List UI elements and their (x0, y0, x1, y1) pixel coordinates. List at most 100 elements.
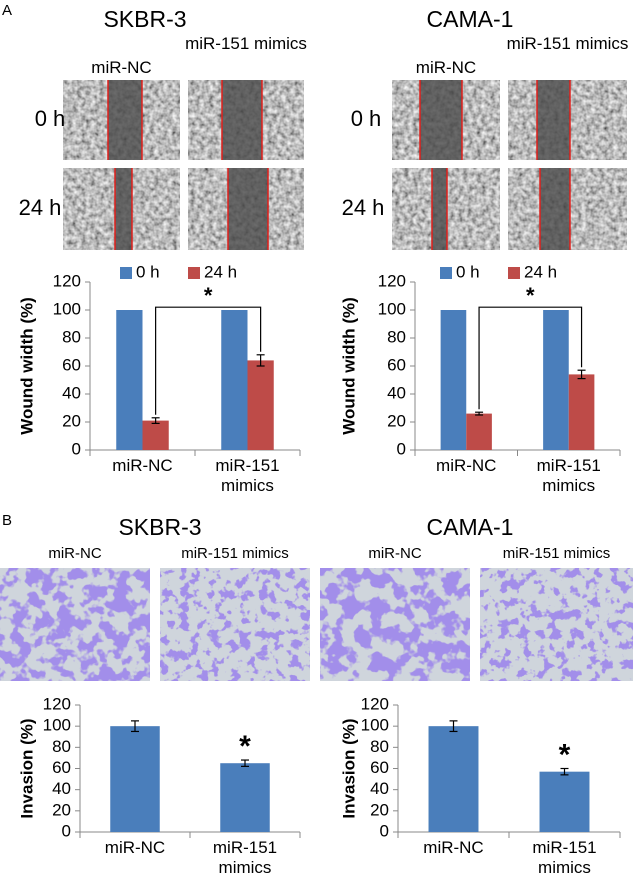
x-tick-label: miR-NC (112, 456, 173, 475)
column-label: miR-151 mimics (185, 34, 307, 53)
y-tick-label: 100 (53, 299, 81, 318)
wound-area (228, 168, 268, 250)
column-label: miR-151 mimics (502, 545, 611, 562)
panel-label: B (2, 512, 13, 529)
error-bar (560, 767, 569, 776)
y-tick-label: 80 (370, 737, 389, 756)
wound-area (108, 80, 142, 160)
row-label: 24 h (341, 195, 385, 220)
y-axis-label: Wound width (%) (339, 297, 358, 435)
y-tick-label: 80 (52, 737, 71, 756)
column-label: miR-151 mimics (506, 34, 629, 53)
panel-label: A (2, 2, 13, 19)
x-tick-label: miR-NC (423, 838, 484, 857)
legend-label: 0 h (136, 262, 160, 281)
bar (539, 771, 590, 832)
stained-cells (160, 568, 310, 681)
y-tick-label: 80 (387, 327, 406, 346)
y-tick-label: 120 (43, 694, 71, 713)
y-tick-label: 20 (52, 800, 71, 819)
x-tick-label: miR-NC (104, 838, 166, 857)
bar (221, 310, 248, 450)
wound-area (540, 168, 570, 250)
wound-area (115, 168, 132, 250)
stained-cells (480, 568, 633, 681)
y-tick-label: 40 (62, 383, 81, 402)
bar (440, 310, 467, 450)
bar (543, 310, 569, 450)
row-label: 24 h (18, 195, 62, 220)
significance-bracket (478, 306, 583, 410)
y-tick-label: 60 (370, 758, 389, 777)
significance-mark: * (559, 738, 571, 771)
y-axis-label: Invasion (%) (17, 718, 36, 818)
significance-mark: * (204, 283, 213, 308)
legend-label: 24 h (524, 262, 557, 281)
y-tick-label: 40 (387, 383, 406, 402)
stained-cells (320, 568, 470, 681)
micrographs (0, 80, 633, 681)
y-axis-label: Wound width (%) (17, 297, 36, 435)
y-tick-label: 0 (62, 821, 71, 840)
bar (247, 360, 274, 450)
row-label: 0 h (350, 106, 382, 131)
y-tick-label: 120 (378, 271, 406, 290)
y-tick-label: 120 (361, 694, 389, 713)
bar (116, 310, 143, 450)
wound-area (420, 80, 462, 160)
significance-mark: * (526, 283, 535, 308)
wound-area (222, 80, 262, 160)
x-tick-label: miR-151 mimics (532, 838, 597, 878)
y-tick-label: 100 (378, 299, 406, 318)
error-bar (151, 417, 160, 424)
bar (568, 374, 595, 450)
y-tick-label: 20 (387, 411, 406, 430)
bar (466, 413, 492, 450)
group-title: SKBR-3 (103, 6, 187, 32)
y-tick-label: 40 (370, 779, 389, 798)
wound-area (432, 168, 447, 250)
legend-swatch (188, 267, 200, 279)
significance-bracket (155, 306, 262, 415)
bar (428, 726, 479, 832)
y-tick-label: 20 (370, 800, 389, 819)
y-tick-label: 80 (62, 327, 81, 346)
error-bar (577, 369, 586, 380)
column-label: miR-NC (48, 545, 102, 562)
y-tick-label: 20 (62, 411, 81, 430)
error-bar (449, 720, 458, 733)
legend-label: 0 h (456, 262, 480, 281)
error-bar (256, 354, 265, 367)
bar (110, 726, 160, 832)
group-title: CAMA-1 (426, 6, 514, 32)
row-label: 0 h (34, 106, 66, 131)
legend-swatch (508, 267, 520, 279)
y-tick-label: 40 (52, 779, 71, 798)
bar (142, 420, 169, 450)
y-tick-label: 60 (62, 355, 81, 374)
x-tick-label: miR-151 mimics (212, 838, 278, 878)
legend-swatch (120, 267, 132, 279)
column-label: miR-151 mimics (181, 545, 289, 562)
stained-cells (0, 568, 150, 681)
y-tick-label: 0 (397, 439, 406, 458)
column-label: miR-NC (368, 545, 422, 562)
column-label: miR-NC (91, 58, 152, 77)
y-tick-label: 60 (52, 758, 71, 777)
y-axis-label: Invasion (%) (339, 718, 358, 818)
y-tick-label: 0 (72, 439, 81, 458)
error-bar (241, 759, 249, 767)
group-title: CAMA-1 (426, 514, 514, 540)
legend-label: 24 h (204, 262, 237, 281)
y-tick-label: 120 (53, 271, 81, 290)
error-bar (475, 411, 484, 416)
significance-mark: * (239, 730, 251, 763)
error-bar (131, 720, 139, 733)
legend-swatch (440, 267, 452, 279)
x-tick-label: miR-NC (436, 456, 497, 475)
y-tick-label: 100 (43, 716, 71, 735)
y-tick-label: 100 (361, 716, 389, 735)
wound-area (537, 80, 570, 160)
